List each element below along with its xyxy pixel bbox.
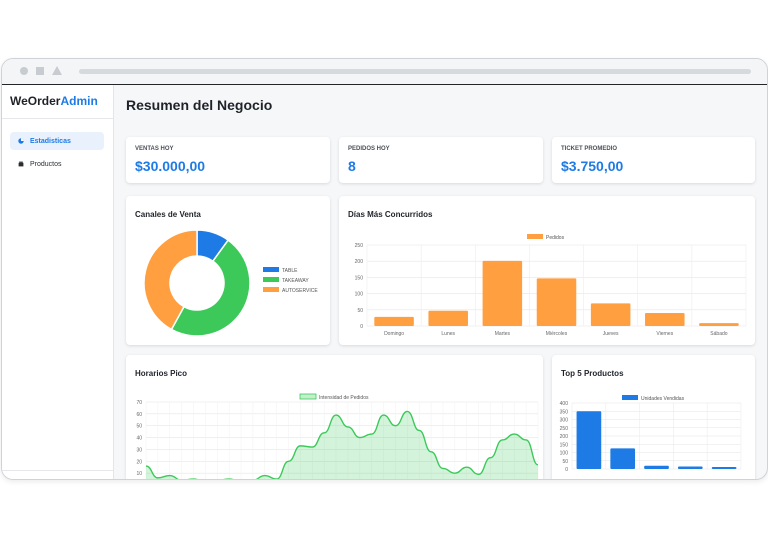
legend-label: Intensidad de Pedidos [319, 395, 369, 401]
legend-swatch [263, 267, 279, 272]
stat-card-ventas: VENTAS HOY $30.000,00 [126, 137, 330, 183]
y-tick-label: 200 [560, 434, 569, 440]
bar-domingo [374, 316, 414, 326]
y-tick-label: 250 [355, 243, 364, 249]
y-tick-label: 30 [136, 447, 142, 453]
x-tick-label: Sábado [710, 331, 727, 337]
page-title: Resumen del Negocio [126, 97, 273, 113]
window-square-icon[interactable] [36, 67, 44, 75]
y-tick-label: 150 [355, 275, 364, 281]
sidebar-footer-divider [2, 470, 113, 471]
bar-martes [482, 260, 523, 326]
top-products-bar-chart: 0 50 100 150 200 250 300 350 400 Unidades Vendida… [560, 395, 742, 473]
chart-title: Días Más Concurridos [348, 210, 433, 219]
y-tick-label: 0 [360, 324, 363, 330]
x-tick-label: Martes [495, 331, 511, 337]
card-horarios-pico: Horarios Pico 10 20 30 40 50 60 70 Intensidad d… [126, 355, 543, 479]
stat-label: TICKET PROMEDIO [561, 146, 618, 152]
y-tick-label: 70 [136, 400, 142, 406]
pie-slice-autoservice [143, 229, 198, 331]
hours-area-chart: 10 20 30 40 50 60 70 Intensidad de Pedidos [136, 393, 539, 479]
app-logo[interactable]: WeOrderAdmin [10, 94, 98, 108]
y-tick-label: 50 [562, 459, 568, 465]
browser-titlebar [2, 59, 767, 85]
y-tick-label: 150 [560, 442, 569, 448]
legend-label: Unidades Vendidas [641, 396, 685, 402]
y-tick-label: 100 [560, 451, 569, 457]
pie-slice-takeaway [170, 239, 251, 337]
y-tick-label: 50 [136, 424, 142, 430]
pie-chart-icon [18, 138, 24, 144]
chart-title: Canales de Venta [135, 210, 201, 219]
y-tick-label: 350 [560, 409, 569, 415]
logo-main: WeOrder [10, 94, 61, 108]
y-tick-label: 50 [357, 308, 363, 314]
x-tick-label: Domingo [384, 331, 404, 337]
browser-window: WeOrderAdmin Estadisticas Productos Resu… [1, 58, 768, 480]
y-tick-label: 0 [565, 467, 568, 473]
legend-swatch [263, 277, 279, 282]
y-tick-label: 40 [136, 436, 142, 442]
bar-4 [711, 467, 737, 469]
legend-swatch [299, 393, 317, 400]
legend-label: TABLE [282, 268, 298, 274]
legend-swatch [263, 287, 279, 292]
legend-label: AUTOSERVICE [282, 288, 318, 294]
legend-swatch [527, 234, 543, 239]
x-tick-label: Miércoles [546, 331, 568, 337]
sidebar-item-estadisticas[interactable]: Estadisticas [10, 132, 104, 150]
logo-accent: Admin [60, 94, 98, 108]
stat-label: PEDIDOS HOY [348, 146, 390, 152]
legend-label: Pedidos [546, 235, 565, 241]
legend-label: TAKEAWAY [282, 278, 309, 284]
stat-label: VENTAS HOY [135, 146, 174, 152]
bar-viernes [645, 313, 685, 326]
x-tick-label: Lunes [441, 331, 455, 337]
y-tick-label: 10 [136, 471, 142, 477]
window-triangle-icon[interactable] [52, 66, 62, 75]
stat-value: $30.000,00 [135, 158, 206, 174]
address-bar[interactable] [79, 69, 751, 74]
window-dot-icon[interactable] [20, 67, 28, 75]
y-tick-label: 250 [560, 426, 569, 432]
stat-value: $3.750,00 [561, 158, 624, 174]
x-tick-label: Viernes [656, 331, 673, 337]
main-content: Resumen del Negocio VENTAS HOY $30.000,0… [114, 85, 767, 479]
y-tick-label: 300 [560, 418, 569, 424]
bar-lunes [428, 310, 468, 326]
card-top-productos: Top 5 Productos 0 50 100 150 200 250 300 350 400… [552, 355, 755, 479]
sidebar-item-label: Estadisticas [30, 137, 71, 145]
card-canales-venta: Canales de Venta TABLE TAKEAWAY AUTOSERVIC… [126, 196, 330, 345]
donut-chart: TABLE TAKEAWAY AUTOSERVICE [143, 229, 318, 337]
sidebar-divider [2, 118, 113, 119]
chart-title: Horarios Pico [135, 369, 188, 378]
sidebar: WeOrderAdmin Estadisticas Productos [2, 85, 114, 479]
card-dias-concurridos: Días Más Concurridos 0 50 100 150 200 250 Domi… [339, 196, 755, 345]
stat-card-pedidos: PEDIDOS HOY 8 [339, 137, 543, 183]
bar-sábado [699, 323, 739, 326]
bar-3 [677, 466, 703, 469]
sidebar-item-label: Productos [30, 160, 62, 168]
stat-card-ticket: TICKET PROMEDIO $3.750,00 [552, 137, 755, 183]
sidebar-item-productos[interactable]: Productos [10, 155, 104, 173]
stat-value: 8 [348, 158, 356, 174]
x-tick-label: Jueves [603, 331, 619, 337]
chart-title: Top 5 Productos [561, 369, 624, 378]
y-tick-label: 60 [136, 412, 142, 418]
area-fill [146, 411, 538, 479]
box-icon [18, 161, 24, 167]
y-tick-label: 400 [560, 401, 569, 407]
y-tick-label: 200 [355, 259, 364, 265]
area-line [145, 410, 539, 479]
bar-2 [644, 465, 669, 469]
legend-swatch [622, 395, 638, 400]
bar-0 [576, 411, 602, 469]
bar-miércoles [536, 278, 577, 326]
bar-1 [610, 448, 636, 469]
bar-jueves [590, 303, 631, 326]
y-tick-label: 100 [355, 292, 364, 298]
days-bar-chart: 0 50 100 150 200 250 Domingo Lunes Martes Miércol… [355, 234, 747, 337]
y-tick-label: 20 [136, 459, 142, 465]
